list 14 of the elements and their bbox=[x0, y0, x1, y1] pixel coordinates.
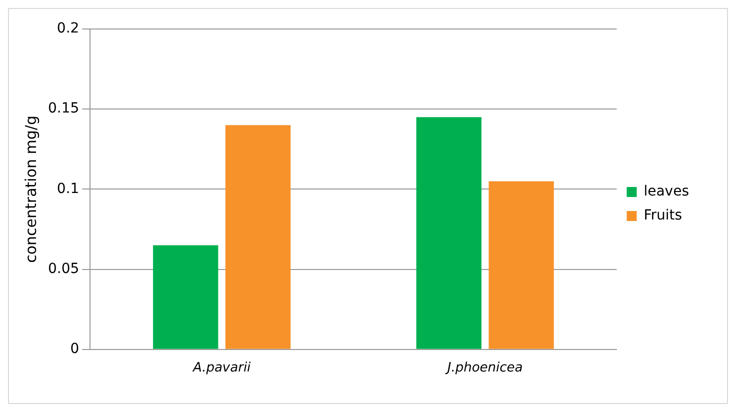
y-tick-label: 0.15 bbox=[48, 100, 80, 117]
y-tick-label: 0 bbox=[70, 341, 80, 358]
bar bbox=[416, 117, 482, 349]
x-tick-label: A.pavarii bbox=[192, 360, 252, 376]
y-tick-label: 0.1 bbox=[56, 180, 80, 197]
bar bbox=[488, 181, 554, 349]
y-axis-title: concentration mg/g bbox=[22, 116, 40, 263]
x-tick-label: J.phoenicea bbox=[444, 360, 523, 376]
y-tick-label: 0.2 bbox=[56, 20, 80, 37]
bar bbox=[225, 125, 291, 349]
legend-label: Fruits bbox=[644, 208, 682, 224]
legend-label: leaves bbox=[644, 184, 690, 200]
bar bbox=[153, 245, 218, 349]
y-tick-label: 0.05 bbox=[48, 260, 80, 277]
